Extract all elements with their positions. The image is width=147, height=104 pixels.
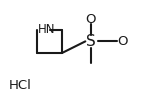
Text: S: S — [86, 34, 96, 49]
Text: HCl: HCl — [9, 79, 32, 92]
Text: O: O — [86, 13, 96, 26]
Text: HN: HN — [37, 23, 55, 36]
Text: O: O — [117, 35, 128, 48]
